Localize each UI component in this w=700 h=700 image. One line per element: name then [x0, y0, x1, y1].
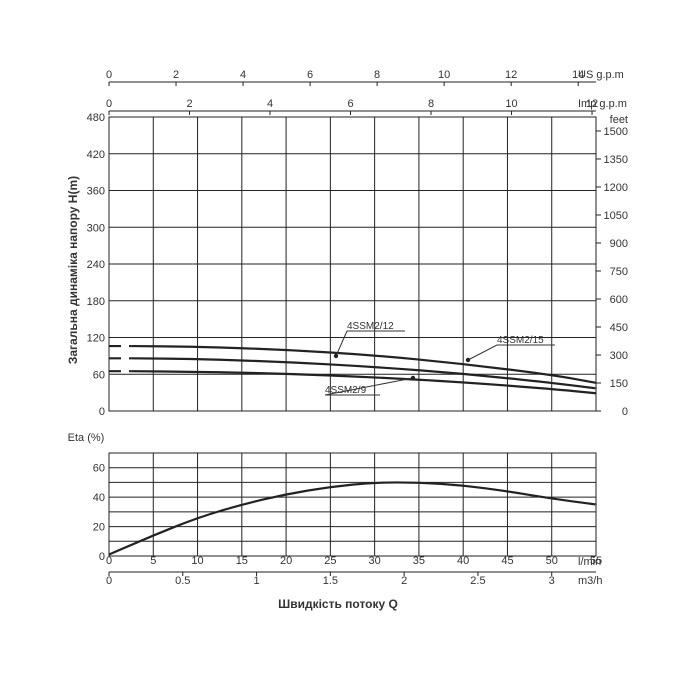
feet-tick-label: 0: [622, 406, 628, 418]
x-axis-m3h: 0 0.5 1 1.5 2 2.5 3 m3/h: [106, 571, 602, 587]
m3h-tick-label: 3: [549, 575, 555, 587]
top-axis-tick-label: 2: [173, 69, 179, 81]
head-y-tick-label: 180: [87, 296, 105, 308]
lmin-tick-label: 55: [590, 555, 602, 567]
curve-label: 4SSM2/12: [347, 321, 394, 332]
curve-label: 4SSM2/15: [497, 335, 544, 346]
feet-tick-label: 1500: [604, 126, 628, 138]
top-axis-tick-label: 8: [428, 98, 434, 110]
lmin-tick-label: 20: [280, 555, 292, 567]
feet-tick-label: 450: [610, 322, 628, 334]
feet-tick-label: 900: [610, 238, 628, 250]
head-curve-4ssm2-12: [131, 357, 597, 390]
efficiency-plot-frame: [108, 452, 597, 557]
feet-tick-label: 750: [610, 266, 628, 278]
lmin-tick-label: 45: [501, 555, 513, 567]
head-curve-4ssm2-15: [131, 344, 597, 384]
head-curve-4ssm2-9: [131, 370, 597, 395]
curve-label-arrow: [465, 357, 471, 363]
top-axis-tick-label: 14: [572, 69, 584, 81]
top-axis-tick-label: 10: [438, 69, 450, 81]
efficiency-line: [108, 481, 597, 556]
head-y-tick-label: 120: [87, 333, 105, 345]
lmin-unit-label: l/min: [578, 556, 601, 568]
lmin-tick-label: 50: [546, 555, 558, 567]
efficiency-y-tick-label: 60: [93, 463, 105, 475]
top-axis-tick-label: 6: [347, 98, 353, 110]
feet-tick-label: 600: [610, 294, 628, 306]
lmin-tick-label: 30: [369, 555, 381, 567]
head-y-tick-label: 60: [93, 369, 105, 381]
efficiency-y-tick-label: 40: [93, 492, 105, 504]
m3h-tick-label: 1: [254, 575, 260, 587]
m3h-unit-label: m3/h: [578, 575, 602, 587]
head-y-tick-label: 300: [87, 222, 105, 234]
lmin-tick-label: 5: [150, 555, 156, 567]
efficiency-curve: [108, 481, 597, 556]
top-axis-tick-label: 0: [106, 69, 112, 81]
curve-label-leader: [324, 377, 414, 396]
feet-tick-label: 1350: [604, 154, 628, 166]
feet-tick-label: 1200: [604, 182, 628, 194]
top-axis-tick-label: 4: [267, 98, 273, 110]
head-y-tick-label: 240: [87, 259, 105, 271]
x-axis-lmin: 0 5 10 15 20 25 30 35 40 45 50 55l/min: [106, 555, 602, 568]
feet-unit-label: feet: [610, 114, 628, 126]
lmin-tick-label: 15: [236, 555, 248, 567]
efficiency-y-tick-label: 0: [99, 551, 105, 563]
m3h-tick-label: 1.5: [323, 575, 338, 587]
curve-label-leader: [335, 330, 405, 357]
head-grid: [108, 116, 597, 412]
lmin-tick-label: 40: [457, 555, 469, 567]
top-axis-unit-label: Imp g.p.m: [578, 98, 627, 110]
head-y-axis-meters: 0 60 120 180 240 300 360 420 480: [87, 112, 105, 418]
top-axis-tick-label: 0: [106, 98, 112, 110]
m3h-tick-label: 2.5: [470, 575, 485, 587]
curve-label-arrow: [410, 375, 416, 381]
head-panel: 0 60 120 180 240 300 360 420 480 0 150 300 450 600 75…: [66, 112, 628, 418]
m3h-tick-label: 0.5: [175, 575, 190, 587]
m3h-tick-label: 2: [401, 575, 407, 587]
efficiency-y-axis: 0 20 40 60: [93, 463, 105, 563]
top-axis-tick-label: 12: [505, 69, 517, 81]
x-axis-title: Швидкість потоку Q: [278, 597, 398, 611]
top-axis-tick-label: 4: [240, 69, 246, 81]
lmin-tick-label: 0: [106, 555, 112, 567]
top-axis-tick-label: 2: [186, 98, 192, 110]
head-y-tick-label: 360: [87, 186, 105, 198]
head-y-tick-label: 420: [87, 149, 105, 161]
top-axis-tick-label: 6: [307, 69, 313, 81]
efficiency-panel: Eta (%) 0 20 40 60: [68, 432, 597, 563]
efficiency-y-tick-label: 20: [93, 522, 105, 534]
top-axis-tick-label: 10: [505, 98, 517, 110]
head-y-axis-title: Загальна динаміка напору H(m): [66, 176, 80, 364]
curve-label-leader: [467, 344, 555, 361]
head-y-tick-label: 480: [87, 112, 105, 124]
top-axis-unit-label: US g.p.m: [578, 69, 624, 81]
lmin-tick-label: 10: [191, 555, 203, 567]
efficiency-axis-title: Eta (%): [68, 432, 105, 444]
top-axis-tick-label: 12: [586, 98, 598, 110]
curve-label-arrow: [333, 353, 339, 359]
efficiency-grid: [108, 452, 597, 557]
m3h-tick-label: 0: [106, 575, 112, 587]
head-y-tick-label: 0: [99, 406, 105, 418]
lmin-tick-label: 35: [413, 555, 425, 567]
top-axis-tick-label: 8: [374, 69, 380, 81]
feet-tick-label: 1050: [604, 210, 628, 222]
feet-tick-label: 300: [610, 350, 628, 362]
feet-tick-label: 150: [610, 378, 628, 390]
head-curves: [109, 344, 597, 395]
lmin-tick-label: 25: [324, 555, 336, 567]
